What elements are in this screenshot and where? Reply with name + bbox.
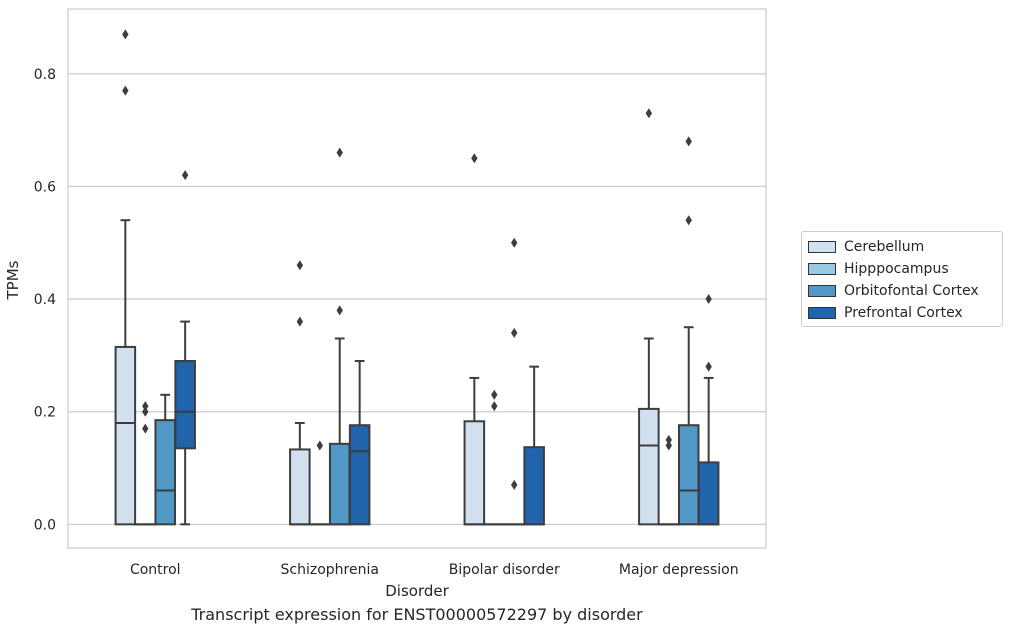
outlier-point bbox=[665, 440, 672, 451]
box-body bbox=[289, 448, 311, 526]
y-tick-label: 0.0 bbox=[34, 517, 56, 533]
outlier-point bbox=[511, 479, 518, 490]
plot-frame bbox=[67, 8, 767, 549]
outlier-point bbox=[122, 85, 129, 96]
box-1-0 bbox=[134, 401, 157, 526]
box-3-1 bbox=[348, 360, 371, 526]
x-tick-label: Bipolar disorder bbox=[449, 562, 560, 578]
outlier-point bbox=[142, 401, 149, 412]
x-tick-label: Control bbox=[130, 562, 181, 578]
box-body bbox=[523, 446, 545, 526]
y-tick-label: 0.8 bbox=[34, 67, 56, 83]
outlier-point bbox=[181, 170, 189, 181]
outlier-point bbox=[705, 294, 712, 305]
box-1-1 bbox=[309, 440, 331, 526]
outlier-point bbox=[122, 29, 129, 40]
box-1-2 bbox=[483, 389, 506, 526]
outlier-point bbox=[705, 361, 712, 372]
outlier-point bbox=[296, 260, 304, 271]
x-tick-label: Schizophrenia bbox=[281, 562, 379, 578]
outlier-point bbox=[491, 389, 498, 400]
x-tick-label: Major depression bbox=[619, 562, 739, 578]
outlier-point bbox=[645, 108, 653, 119]
box-3-3 bbox=[697, 294, 720, 526]
outlier-point bbox=[511, 237, 518, 248]
box-body bbox=[174, 360, 196, 450]
legend-item-cerebellum: Cerebellum bbox=[808, 236, 1002, 258]
box-0-2 bbox=[463, 153, 486, 526]
chart-caption: Transcript expression for ENST0000057229… bbox=[191, 605, 643, 624]
box-body bbox=[328, 442, 351, 526]
outlier-point bbox=[511, 327, 518, 338]
outlier-point bbox=[142, 423, 149, 434]
y-tick-label: 0.6 bbox=[34, 179, 56, 195]
y-axis-label: TPMs bbox=[4, 260, 22, 300]
box-0-1 bbox=[289, 260, 311, 526]
legend-label: Orbitofontal Cortex bbox=[844, 283, 979, 299]
legend: Cerebellum Hipppocampus Orbitofontal Cor… bbox=[801, 231, 1003, 327]
legend-swatch bbox=[808, 241, 836, 253]
legend-label: Hipppocampus bbox=[844, 261, 949, 277]
box-body bbox=[348, 424, 371, 526]
box-0-0 bbox=[114, 29, 137, 526]
box-0-3 bbox=[638, 108, 660, 526]
legend-item-hippocampus: Hipppocampus bbox=[808, 258, 1002, 280]
x-tick-labels: Control Schizophrenia Bipolar disorder Majo… bbox=[130, 562, 739, 578]
legend-item-orbitofrontal: Orbitofontal Cortex bbox=[808, 280, 1002, 302]
box-body bbox=[463, 420, 486, 526]
outlier-point bbox=[336, 147, 343, 158]
box-2-3 bbox=[677, 136, 700, 526]
y-tick-label: 0.2 bbox=[34, 405, 56, 421]
legend-swatch bbox=[808, 285, 836, 297]
y-tick-label: 0.4 bbox=[34, 292, 56, 308]
outlier-point bbox=[296, 316, 304, 327]
outlier-point bbox=[685, 136, 692, 147]
box-2-2 bbox=[503, 237, 525, 526]
box-3-0 bbox=[174, 170, 196, 526]
box-2-0 bbox=[154, 393, 176, 526]
box-2-1 bbox=[328, 147, 351, 526]
outlier-point bbox=[491, 401, 498, 412]
box-3-2 bbox=[523, 365, 545, 526]
legend-item-prefrontal: Prefrontal Cortex bbox=[808, 302, 1002, 324]
outlier-point bbox=[316, 440, 323, 451]
legend-swatch bbox=[808, 307, 836, 319]
box-1-3 bbox=[658, 434, 680, 526]
outlier-point bbox=[685, 215, 692, 226]
outlier-point bbox=[142, 406, 149, 417]
box-body bbox=[697, 461, 720, 526]
outlier-point bbox=[665, 434, 672, 445]
x-axis-label: Disorder bbox=[385, 582, 449, 600]
y-tick-labels: 0.0 0.2 0.4 0.6 0.8 bbox=[34, 67, 56, 534]
box-body bbox=[114, 345, 137, 526]
legend-label: Cerebellum bbox=[844, 239, 925, 255]
box-body bbox=[638, 407, 660, 526]
outlier-point bbox=[336, 305, 343, 316]
legend-swatch bbox=[808, 263, 836, 275]
box-plots bbox=[114, 29, 720, 526]
box-body bbox=[677, 424, 700, 526]
legend-label: Prefrontal Cortex bbox=[844, 305, 963, 321]
outlier-point bbox=[471, 153, 478, 164]
box-body bbox=[154, 419, 176, 526]
